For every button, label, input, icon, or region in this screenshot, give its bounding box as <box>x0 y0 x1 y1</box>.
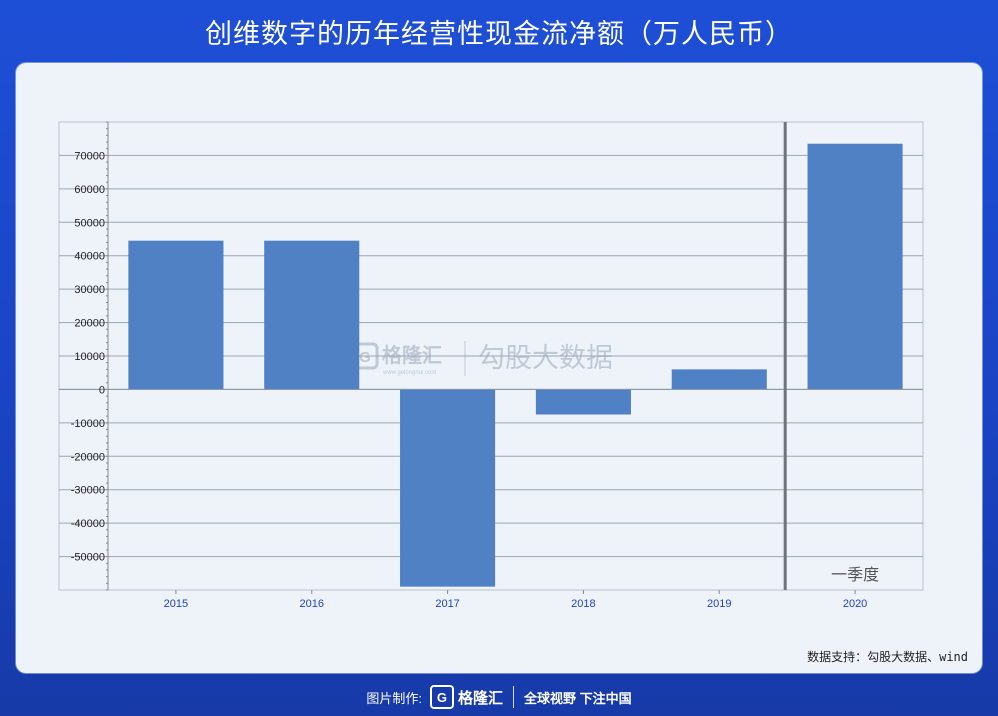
brand-logo-icon: G <box>429 685 454 709</box>
axis-layer <box>59 121 923 594</box>
data-source-note: 数据支持：勾股大数据、wind <box>807 650 968 664</box>
x-tick-label: 2019 <box>707 598 731 610</box>
tick-layer: -50000 -40000 -30000 -20000 -10000 0 10000 2000… <box>71 150 879 610</box>
bar-2016 <box>264 240 360 390</box>
watermark-logo-letter: G <box>359 349 371 366</box>
y-tick-label: -10000 <box>71 418 105 430</box>
y-tick-label: 40000 <box>74 251 105 263</box>
y-tick-label: 60000 <box>74 184 105 196</box>
bar-2017 <box>400 389 496 587</box>
y-tick-label: 10000 <box>74 351 105 363</box>
y-tick-label: -20000 <box>71 451 105 463</box>
chart-panel: G 格隆汇 www.gelonghui.com 勾股大数据 -50000 -400… <box>16 63 982 673</box>
footer-divider <box>513 686 514 708</box>
footer-slogan: 全球视野 下注中国 <box>524 690 632 706</box>
x-tick-label: 2016 <box>300 598 324 610</box>
x-tick-label: 2020 <box>843 598 867 610</box>
y-tick-label: -40000 <box>71 518 105 530</box>
watermark-brand: 格隆汇 <box>382 343 442 367</box>
bar-2020 <box>807 143 903 390</box>
footer: 图片制作: G 格隆汇 全球视野 下注中国 <box>0 678 998 716</box>
bar-2015 <box>128 240 224 390</box>
x-tick-label: 2017 <box>435 598 459 610</box>
y-tick-label: 0 <box>99 384 105 396</box>
annotation-label: 一季度 <box>831 565 879 584</box>
watermark-text: 勾股大数据 <box>478 343 613 374</box>
grid-layer <box>58 121 924 591</box>
y-tick-label: -30000 <box>71 485 105 497</box>
y-tick-label: 70000 <box>74 150 105 162</box>
y-tick-label: 20000 <box>74 318 105 330</box>
page-title: 创维数字的历年经营性现金流净额（万人民币） <box>205 18 793 49</box>
bar-chart: G 格隆汇 www.gelonghui.com 勾股大数据 -50000 -400… <box>58 121 924 610</box>
bar-2018 <box>535 389 631 415</box>
watermark-url: www.gelonghui.com <box>382 370 436 376</box>
bar-layer <box>128 143 903 587</box>
footer-made-by: 图片制作: <box>366 690 422 706</box>
y-tick-label: -50000 <box>71 552 105 564</box>
x-tick-label: 2015 <box>164 598 188 610</box>
y-tick-label: 30000 <box>74 284 105 296</box>
watermark: G 格隆汇 www.gelonghui.com 勾股大数据 <box>351 341 613 376</box>
y-tick-label: 50000 <box>74 217 105 229</box>
bar-2019 <box>671 369 767 390</box>
x-tick-label: 2018 <box>571 598 595 610</box>
footer-brand: 格隆汇 <box>457 689 503 707</box>
